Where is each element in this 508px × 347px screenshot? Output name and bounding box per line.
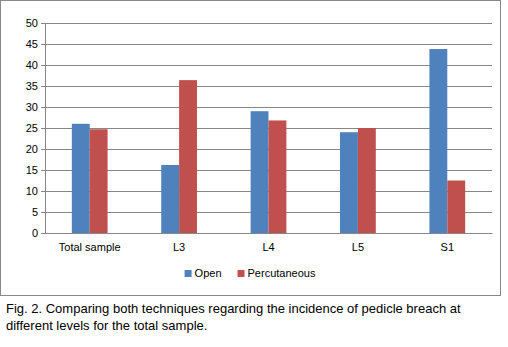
y-tick-label: 40: [26, 59, 38, 71]
y-axis: 0 5 10 15 20 25 30 35 40 45 50: [26, 17, 46, 239]
bar: [447, 181, 465, 234]
chart-wrap: 0 5 10 15 20 25 30 35 40 45 50 Total sample L3 L4 L5 S1…: [0, 0, 508, 347]
y-tick-label: 50: [26, 17, 38, 29]
y-tick-mark: [41, 149, 45, 150]
y-tick: 15: [26, 164, 45, 176]
y-tick: 25: [26, 122, 45, 134]
bar: [340, 132, 358, 233]
grid-line: [45, 107, 492, 108]
y-tick: 50: [26, 17, 45, 29]
y-axis-line: [41, 24, 46, 234]
legend-item: Open: [185, 267, 222, 279]
y-tick-mark: [41, 170, 45, 171]
y-tick-label: 5: [32, 206, 38, 218]
legend: Open Percutaneous: [185, 267, 316, 279]
bar: [161, 165, 179, 233]
bar: [90, 129, 108, 233]
y-tick-mark: [41, 65, 45, 66]
y-tick-mark: [41, 233, 45, 234]
grid: [45, 24, 492, 234]
bar-series: [72, 49, 447, 233]
bar: [72, 124, 90, 233]
plot-area: 0 5 10 15 20 25 30 35 40 45 50 Total sample L3 L4 L5 S1: [26, 17, 493, 253]
x-tick-label: Total sample: [59, 241, 121, 253]
y-tick: 40: [26, 59, 45, 71]
grid-line: [45, 65, 492, 66]
chart-svg: 0 5 10 15 20 25 30 35 40 45 50 Total sample L3 L4 L5 S1…: [0, 0, 508, 297]
y-tick-label: 35: [26, 80, 38, 92]
y-tick-label: 30: [26, 101, 38, 113]
y-tick-label: 45: [26, 38, 38, 50]
y-tick-mark: [41, 128, 45, 129]
x-tick: L4: [262, 233, 274, 253]
grid-line: [45, 86, 492, 87]
x-tick-label: L5: [352, 241, 364, 253]
x-tick: L5: [352, 233, 364, 253]
y-tick-label: 15: [26, 164, 38, 176]
y-tick: 20: [26, 143, 45, 155]
y-tick: 45: [26, 38, 45, 50]
y-tick-label: 25: [26, 122, 38, 134]
y-tick-label: 20: [26, 143, 38, 155]
y-tick-mark: [41, 107, 45, 108]
bar: [429, 49, 447, 233]
x-tick-label: L3: [173, 241, 185, 253]
grid-line: [45, 23, 492, 24]
y-tick-mark: [41, 23, 45, 24]
legend-swatch: [238, 270, 245, 277]
y-tick: 0: [32, 227, 45, 239]
x-tick-label: L4: [262, 241, 274, 253]
bar: [269, 120, 287, 233]
y-tick: 30: [26, 101, 45, 113]
y-tick-mark: [41, 212, 45, 213]
x-tick: Total sample: [59, 233, 121, 253]
chart-border: [1, 1, 501, 296]
legend-label: Open: [195, 267, 222, 279]
legend-swatch: [185, 270, 192, 277]
legend-label: Percutaneous: [248, 267, 316, 279]
y-tick: 5: [32, 206, 45, 218]
bar: [179, 80, 197, 233]
bar: [358, 128, 376, 233]
y-tick-label: 0: [32, 227, 38, 239]
caption: Fig. 2. Comparing both techniques regard…: [6, 300, 502, 334]
grid-line: [45, 44, 492, 45]
grid-line: [45, 233, 492, 234]
y-tick-mark: [41, 86, 45, 87]
bar-series: [90, 80, 465, 233]
bar: [251, 111, 269, 233]
x-tick-label: S1: [441, 241, 454, 253]
x-axis: Total sample L3 L4 L5 S1: [46, 233, 493, 253]
y-tick: 10: [26, 185, 45, 197]
x-tick: L3: [173, 233, 185, 253]
bars: [72, 49, 465, 233]
y-tick-mark: [41, 191, 45, 192]
y-tick-mark: [41, 44, 45, 45]
legend-item: Percutaneous: [238, 267, 316, 279]
x-tick: S1: [441, 233, 454, 253]
y-tick: 35: [26, 80, 45, 92]
x-axis-line: [46, 233, 493, 234]
y-tick-label: 10: [26, 185, 38, 197]
